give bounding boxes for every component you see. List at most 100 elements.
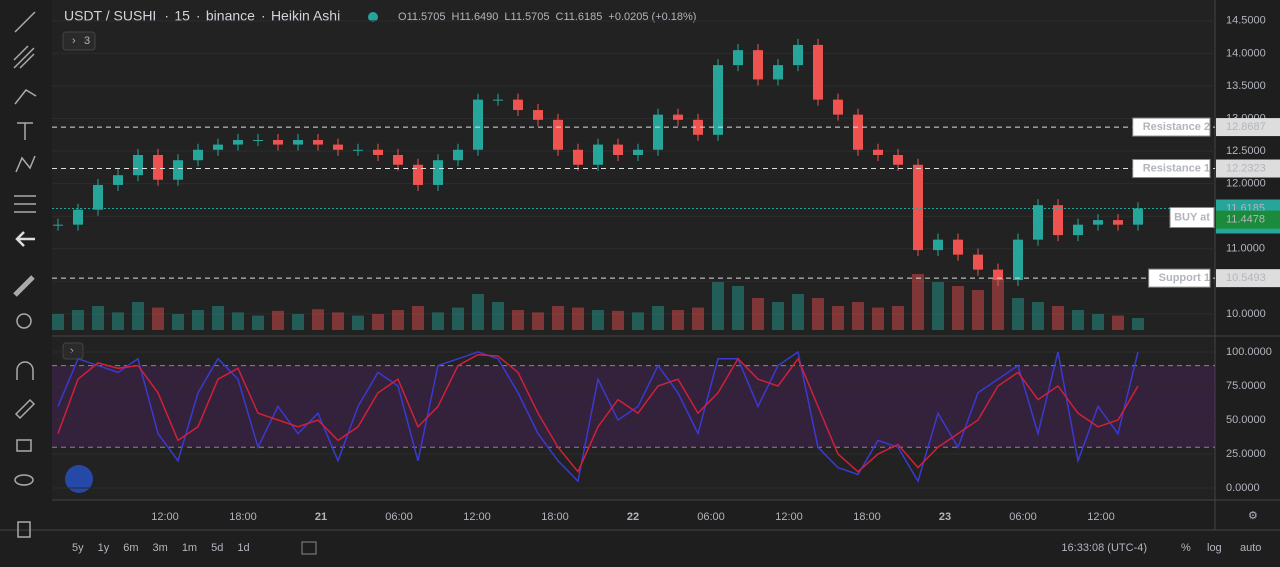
- volume-bar: [352, 315, 364, 330]
- range-button[interactable]: 3m: [153, 542, 168, 554]
- buy-name: BUY at: [1174, 211, 1210, 223]
- volume-bar: [432, 312, 444, 330]
- lock-tool[interactable]: [16, 439, 32, 452]
- volume-bar: [1032, 302, 1044, 330]
- auto-toggle[interactable]: auto: [1240, 542, 1261, 554]
- candle: [293, 140, 303, 145]
- volume-bar: [672, 310, 684, 330]
- percent-toggle[interactable]: %: [1181, 542, 1191, 554]
- band-fill: [52, 365, 1215, 448]
- stoch-tick-label: 75.0000: [1226, 380, 1266, 392]
- volume-bar: [892, 306, 904, 330]
- time-label: 23: [939, 511, 951, 523]
- candle: [633, 149, 643, 155]
- volume-bar: [572, 307, 584, 330]
- candle: [773, 65, 783, 80]
- zoom-tool[interactable]: [16, 313, 32, 329]
- candle: [173, 160, 183, 180]
- log-toggle[interactable]: log: [1207, 542, 1222, 554]
- indicator-count: 3: [84, 35, 90, 47]
- ohlc-key: O: [398, 11, 407, 23]
- candle: [1093, 220, 1103, 225]
- range-button[interactable]: 5d: [211, 542, 223, 554]
- indicator-toggle[interactable]: [62, 31, 96, 51]
- volume-bar: [752, 298, 764, 330]
- toolbar[interactable]: [13, 11, 37, 538]
- fib-tool[interactable]: [13, 45, 35, 69]
- header-interval: 15: [174, 8, 190, 24]
- candle: [1133, 208, 1143, 225]
- level-price-box: [1216, 118, 1280, 137]
- stoch-tick-label: 25.0000: [1226, 448, 1266, 460]
- pane-toggle[interactable]: [62, 342, 84, 360]
- level-name: Resistance 1: [1143, 162, 1210, 174]
- trend-tool[interactable]: [14, 11, 36, 33]
- stoch-tick-label: 0.0000: [1226, 482, 1260, 494]
- logo: [65, 465, 93, 493]
- clock: 16:33:08 (UTC-4): [1061, 542, 1147, 554]
- candle: [93, 184, 103, 210]
- ohlc-value: 11.5705: [511, 11, 550, 23]
- stoch-line: [57, 353, 1139, 474]
- range-button[interactable]: 1y: [98, 542, 110, 554]
- candle: [1113, 220, 1123, 225]
- time-label: 18:00: [853, 511, 881, 523]
- time-label: 12:00: [1087, 511, 1115, 523]
- range-button[interactable]: 1d: [237, 542, 249, 554]
- range-button[interactable]: 1m: [182, 542, 197, 554]
- back-tool[interactable]: [15, 231, 35, 247]
- volume-bar: [132, 302, 144, 330]
- level-name-box: [1148, 268, 1211, 288]
- low-box: [1216, 210, 1280, 229]
- text-tool[interactable]: [17, 122, 33, 140]
- settings-icon[interactable]: ⚙: [1248, 510, 1258, 522]
- volume-bar: [492, 302, 504, 330]
- trash-tool[interactable]: [17, 521, 31, 538]
- candle: [953, 239, 963, 255]
- pattern-tool[interactable]: [15, 155, 36, 173]
- candle: [613, 144, 623, 155]
- volume-bar: [992, 278, 1004, 330]
- range-button[interactable]: 6m: [123, 542, 138, 554]
- brush-tool[interactable]: [14, 89, 37, 105]
- price-tick-label: 14.0000: [1226, 47, 1266, 59]
- range-button[interactable]: 5y: [72, 542, 84, 554]
- low-price: 11.4478: [1226, 214, 1265, 226]
- volume-bar: [532, 312, 544, 330]
- volume-bar: [472, 294, 484, 330]
- volume-bar: [552, 306, 564, 330]
- eye-tool[interactable]: [14, 474, 34, 486]
- volume-bar: [372, 314, 384, 330]
- dot-sep: ·: [196, 8, 201, 24]
- volume-bar: [92, 306, 104, 330]
- candle: [973, 254, 983, 270]
- volume-bar: [452, 307, 464, 330]
- volume-bar: [392, 310, 404, 330]
- lock-draw-tool[interactable]: [14, 398, 36, 420]
- volume-bar: [192, 310, 204, 330]
- magnet-tool[interactable]: [16, 361, 34, 380]
- chevron: ›: [72, 35, 76, 47]
- volume-bar: [312, 309, 324, 330]
- change: +0.0205 (+0.18%): [608, 11, 696, 23]
- volume-bar: [632, 312, 644, 330]
- candle: [813, 44, 823, 100]
- buy-box: [1169, 206, 1215, 228]
- volume-bar: [292, 314, 304, 330]
- ruler-tool[interactable]: [13, 275, 35, 297]
- volume-bar: [872, 307, 884, 330]
- candle: [1013, 239, 1023, 281]
- candle: [473, 99, 483, 150]
- prediction-tool[interactable]: [14, 195, 36, 213]
- candle: [873, 149, 883, 155]
- volume-bar: [692, 307, 704, 330]
- candle: [1033, 205, 1043, 240]
- ohlc-key: H: [452, 11, 460, 23]
- time-label: 12:00: [151, 511, 179, 523]
- volume-bar: [772, 302, 784, 330]
- candle: [893, 154, 903, 165]
- calendar-icon[interactable]: [301, 541, 317, 555]
- time-label: 06:00: [1009, 511, 1037, 523]
- stoch-tick-label: 50.0000: [1226, 414, 1266, 426]
